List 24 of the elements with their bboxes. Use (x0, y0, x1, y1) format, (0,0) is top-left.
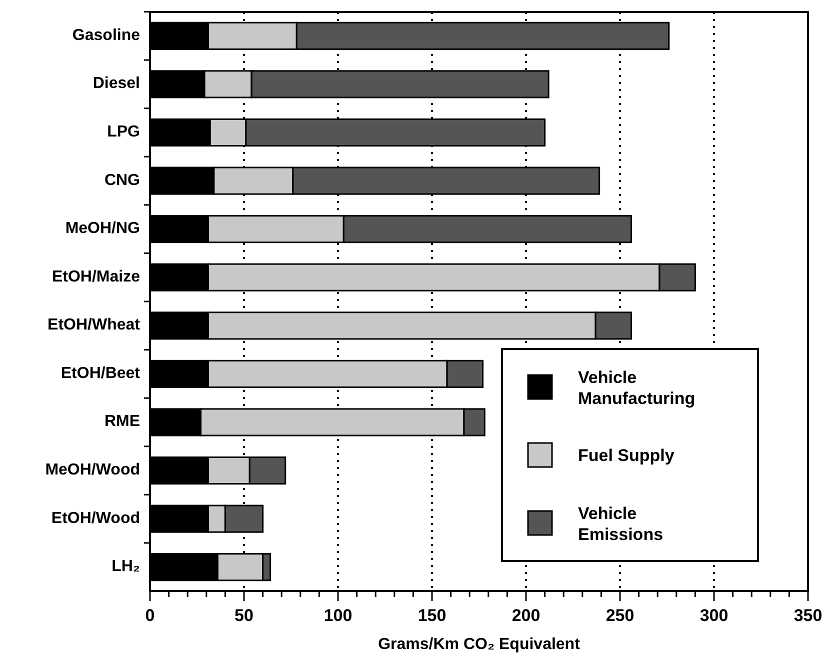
legend-label: Vehicle Emissions (578, 504, 664, 544)
x-tick-label: 150 (418, 606, 446, 625)
x-tick-label: 200 (512, 606, 540, 625)
y-tick-label: Gasoline (72, 27, 140, 44)
y-tick-label: RME (104, 413, 140, 430)
x-tick-label: 0 (145, 606, 155, 625)
y-tick-label: CNG (104, 172, 140, 190)
x-tick-label: 50 (234, 606, 254, 625)
legend-label: Vehicle Manufacturing (578, 368, 696, 408)
y-tick-label: MeOH/Wood (45, 462, 140, 479)
y-tick-label: LPG (107, 124, 140, 141)
legend-label: Fuel Supply (578, 446, 675, 465)
x-tick-label: 250 (606, 606, 634, 625)
y-tick-label: MeOH/NG (65, 220, 140, 238)
y-tick-label: EtOH/Beet (60, 365, 141, 382)
x-axis-title: Grams/Km CO₂ Equivalent (378, 636, 581, 653)
y-tick-label: EtOH/Wheat (48, 316, 141, 334)
y-tick-label: EtOH/Maize (52, 268, 140, 286)
y-tick-label: Diesel (92, 75, 140, 92)
y-tick-label: EtOH/Wood (51, 510, 140, 528)
x-tick-label: 300 (700, 606, 728, 625)
x-tick-label: 350 (794, 606, 822, 625)
y-tick-label: LH₂ (112, 558, 140, 576)
x-tick-label: 100 (324, 606, 352, 625)
